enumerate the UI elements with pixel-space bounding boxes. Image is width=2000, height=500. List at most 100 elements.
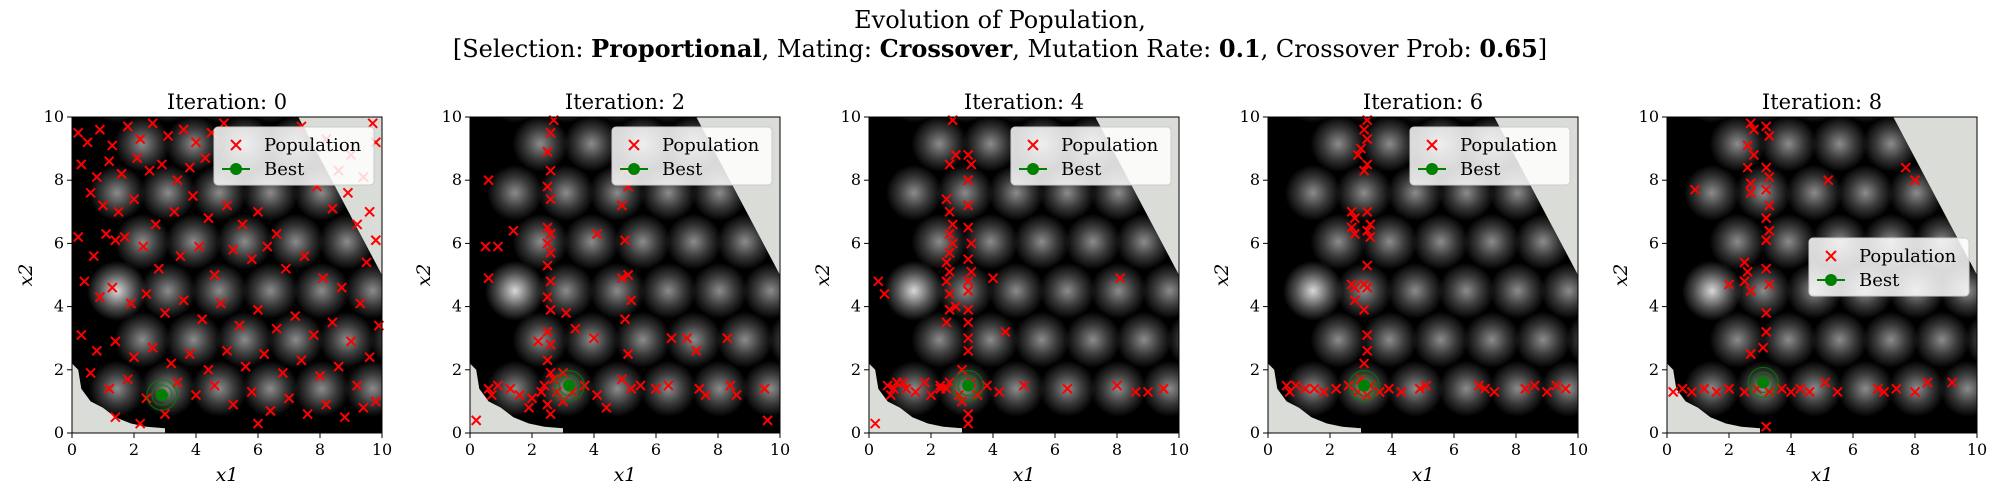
landscape-peak xyxy=(1566,311,1578,368)
population-point xyxy=(539,380,550,391)
landscape-peak xyxy=(640,360,697,417)
population-point xyxy=(355,298,366,309)
population-point xyxy=(122,121,134,132)
population-point xyxy=(542,260,553,271)
population-point xyxy=(1689,184,1701,195)
population-point xyxy=(1760,326,1772,338)
landscape-peak xyxy=(267,311,324,368)
x-tick-label: 4 xyxy=(1387,440,1397,459)
landscape-peak xyxy=(1709,117,1766,172)
population-point xyxy=(542,399,553,410)
population-point xyxy=(987,272,999,284)
y-tick-label: 6 xyxy=(1250,233,1260,252)
landscape-peak xyxy=(1939,117,1977,123)
population-point xyxy=(221,200,233,211)
population-point xyxy=(178,124,189,135)
y-tick-label: 0 xyxy=(1250,423,1260,442)
population-point xyxy=(342,187,354,199)
population-point xyxy=(950,301,962,312)
population-point xyxy=(1922,377,1933,388)
landscape-peak xyxy=(1361,117,1418,172)
population-point xyxy=(962,418,974,429)
population-point xyxy=(681,332,693,344)
population-point xyxy=(542,326,553,338)
population-point xyxy=(1764,200,1775,211)
population-point xyxy=(1358,124,1370,135)
population-point xyxy=(545,165,556,176)
population-point xyxy=(616,272,628,284)
landscape-peak xyxy=(86,260,147,321)
population-point xyxy=(962,253,974,265)
landscape-peak xyxy=(293,360,350,417)
population-point xyxy=(910,386,921,398)
x-tick-label: 8 xyxy=(315,440,325,459)
population-point xyxy=(962,200,974,211)
population-point xyxy=(962,174,974,186)
population-point xyxy=(1900,162,1911,173)
objective-landscape xyxy=(86,117,382,417)
x-tick-label: 0 xyxy=(1263,440,1273,459)
population-point xyxy=(107,140,118,151)
mutation-rate-value: 0.1 xyxy=(1218,34,1261,63)
population-point xyxy=(317,272,329,284)
population-point xyxy=(1764,225,1775,236)
population-point xyxy=(545,247,556,259)
population-point xyxy=(1346,222,1357,233)
landscape-peak xyxy=(589,360,646,417)
population-point xyxy=(196,314,208,325)
population-point xyxy=(1158,383,1169,394)
landscape-peak xyxy=(1387,262,1444,319)
population-point xyxy=(588,332,600,344)
x-tick-label: 2 xyxy=(129,440,139,459)
population-point xyxy=(1785,386,1797,398)
population-point xyxy=(200,152,211,164)
subplot-iteration-2: 0 2 4 6 8 10 0 2 4 6 8 10 Iteration: 4 x1 x2 Population… xyxy=(812,90,1189,486)
population-point xyxy=(1739,257,1750,268)
population-point xyxy=(545,193,556,205)
population-point xyxy=(601,402,612,413)
legend-population-label: Population xyxy=(662,135,760,156)
legend: Population Best xyxy=(1808,237,1970,297)
y-tick-label: 6 xyxy=(54,233,64,252)
population-point xyxy=(262,241,273,252)
population-point xyxy=(1062,383,1073,394)
best-ring-inner xyxy=(558,375,580,397)
population-point xyxy=(1299,383,1311,394)
population-point xyxy=(1760,235,1772,246)
population-point xyxy=(947,219,958,230)
population-point xyxy=(1520,383,1531,394)
population-point xyxy=(935,380,946,391)
landscape-peak xyxy=(1115,311,1172,368)
landscape-peak xyxy=(1310,311,1367,368)
y-tick-label: 4 xyxy=(1649,297,1659,316)
landscape-peak xyxy=(1463,213,1520,270)
population-point xyxy=(1309,383,1320,394)
population-point xyxy=(944,206,955,218)
population-point xyxy=(134,418,146,429)
landscape-peak xyxy=(191,262,248,319)
population-point xyxy=(203,212,214,224)
population-point xyxy=(625,383,637,394)
population-point xyxy=(265,405,276,417)
landscape-peak xyxy=(742,262,780,319)
population-point xyxy=(1330,383,1342,394)
population-point xyxy=(345,336,357,347)
landscape-peak xyxy=(962,311,1019,368)
population-point xyxy=(885,389,896,401)
population-point xyxy=(252,206,264,218)
y-tick-label: 4 xyxy=(452,297,462,316)
population-point xyxy=(252,418,264,429)
population-point xyxy=(722,332,733,344)
population-point xyxy=(141,288,152,300)
landscape-peak xyxy=(538,164,595,221)
landscape-peak xyxy=(1760,213,1817,270)
landscape-peak xyxy=(242,262,299,319)
population-point xyxy=(1909,174,1921,186)
population-point xyxy=(542,222,553,233)
population-point xyxy=(184,162,196,173)
population-point xyxy=(900,383,912,394)
population-point xyxy=(941,317,952,328)
population-point xyxy=(1560,383,1571,394)
population-point xyxy=(1361,345,1373,357)
population-point xyxy=(227,399,239,410)
